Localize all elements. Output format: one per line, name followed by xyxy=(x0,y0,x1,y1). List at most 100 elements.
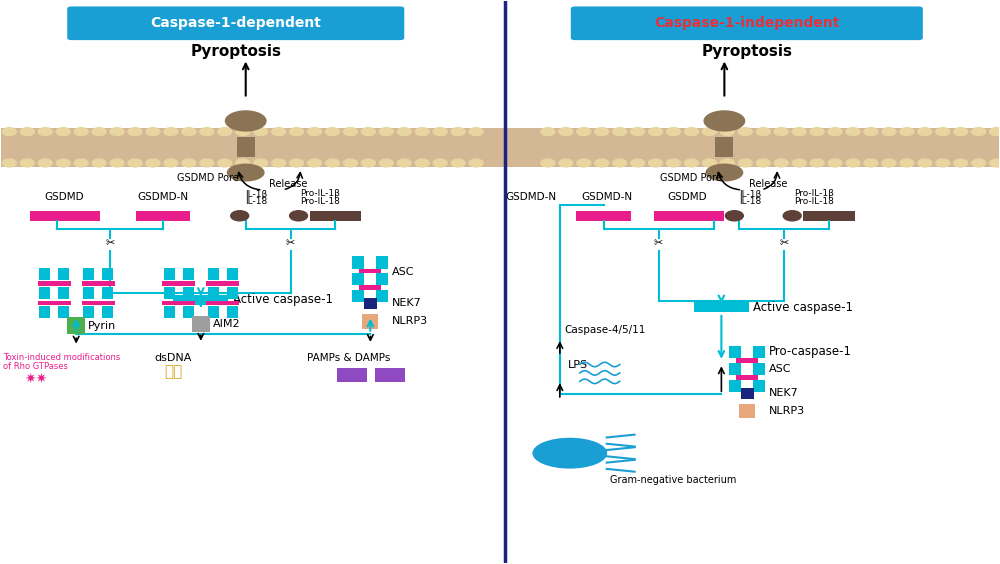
Circle shape xyxy=(164,159,178,167)
Circle shape xyxy=(272,127,286,135)
Text: Gram-negative bacterium: Gram-negative bacterium xyxy=(610,475,736,485)
Circle shape xyxy=(379,127,393,135)
Circle shape xyxy=(702,127,716,135)
Circle shape xyxy=(756,159,770,167)
Text: Caspase-1-independent: Caspase-1-independent xyxy=(655,16,840,30)
Bar xyxy=(67,318,85,334)
Circle shape xyxy=(631,159,645,167)
Bar xyxy=(164,268,175,280)
Circle shape xyxy=(828,127,842,135)
Circle shape xyxy=(290,159,304,167)
Text: Toxin-induced modifications: Toxin-induced modifications xyxy=(3,353,121,362)
Circle shape xyxy=(972,159,986,167)
Bar xyxy=(39,287,50,299)
Bar xyxy=(162,281,195,286)
Circle shape xyxy=(559,127,573,135)
Circle shape xyxy=(128,127,142,135)
Circle shape xyxy=(415,159,429,167)
Text: GSDMD Pore: GSDMD Pore xyxy=(177,173,239,183)
Bar xyxy=(715,137,733,157)
Bar xyxy=(729,363,741,375)
Bar xyxy=(30,211,85,221)
Bar xyxy=(376,290,388,302)
Bar xyxy=(82,281,115,286)
Circle shape xyxy=(595,159,609,167)
Text: Pro-IL-1β: Pro-IL-1β xyxy=(794,190,834,199)
Bar xyxy=(102,268,113,280)
Bar xyxy=(736,375,758,380)
Circle shape xyxy=(559,159,573,167)
Circle shape xyxy=(846,127,860,135)
Text: LPS: LPS xyxy=(568,360,588,370)
Ellipse shape xyxy=(705,164,743,182)
Circle shape xyxy=(810,127,824,135)
Bar xyxy=(741,387,754,399)
Circle shape xyxy=(990,159,1000,167)
Circle shape xyxy=(792,159,806,167)
Bar xyxy=(58,287,69,299)
Text: Active caspase-1: Active caspase-1 xyxy=(753,301,853,314)
Circle shape xyxy=(469,127,483,135)
Circle shape xyxy=(738,127,752,135)
Bar xyxy=(694,302,749,312)
Text: ✂: ✂ xyxy=(654,238,663,248)
Circle shape xyxy=(38,159,52,167)
Text: Caspase-1-dependent: Caspase-1-dependent xyxy=(150,16,321,30)
Circle shape xyxy=(231,211,249,221)
Circle shape xyxy=(738,159,752,167)
Bar xyxy=(227,268,238,280)
Circle shape xyxy=(631,127,645,135)
Circle shape xyxy=(954,127,968,135)
Circle shape xyxy=(56,127,70,135)
Ellipse shape xyxy=(703,111,745,131)
Circle shape xyxy=(792,127,806,135)
Circle shape xyxy=(128,159,142,167)
Text: Pro-IL-18: Pro-IL-18 xyxy=(794,197,834,206)
Circle shape xyxy=(756,127,770,135)
Circle shape xyxy=(20,159,34,167)
Circle shape xyxy=(343,159,357,167)
Circle shape xyxy=(469,159,483,167)
Circle shape xyxy=(110,127,124,135)
Circle shape xyxy=(325,159,339,167)
Bar xyxy=(173,295,228,305)
Circle shape xyxy=(200,159,214,167)
Circle shape xyxy=(900,159,914,167)
Ellipse shape xyxy=(225,111,267,131)
Text: IL-1β: IL-1β xyxy=(739,190,762,199)
Circle shape xyxy=(954,159,968,167)
Circle shape xyxy=(146,127,160,135)
Text: GSDMD-N: GSDMD-N xyxy=(137,192,189,202)
Circle shape xyxy=(972,127,986,135)
Circle shape xyxy=(361,127,375,135)
Bar xyxy=(102,287,113,299)
Text: GSDMD: GSDMD xyxy=(668,192,707,202)
Text: GSDMD-N: GSDMD-N xyxy=(581,192,632,202)
Bar xyxy=(362,314,378,329)
Circle shape xyxy=(218,127,232,135)
Circle shape xyxy=(882,159,896,167)
Bar xyxy=(654,211,709,221)
Circle shape xyxy=(774,159,788,167)
Bar xyxy=(38,281,71,286)
Circle shape xyxy=(397,127,411,135)
Circle shape xyxy=(290,211,308,221)
Bar xyxy=(376,273,388,285)
Bar xyxy=(237,137,255,157)
Circle shape xyxy=(343,127,357,135)
Bar xyxy=(375,368,405,382)
Bar xyxy=(753,346,765,358)
Circle shape xyxy=(577,127,591,135)
Text: of Rho GTPases: of Rho GTPases xyxy=(3,362,68,371)
Circle shape xyxy=(702,159,716,167)
Circle shape xyxy=(684,159,698,167)
Bar xyxy=(227,287,238,299)
Circle shape xyxy=(667,127,680,135)
Circle shape xyxy=(379,159,393,167)
Circle shape xyxy=(415,127,429,135)
Circle shape xyxy=(254,159,268,167)
Bar xyxy=(576,211,631,221)
Bar xyxy=(208,306,219,319)
Circle shape xyxy=(936,127,950,135)
Circle shape xyxy=(936,159,950,167)
